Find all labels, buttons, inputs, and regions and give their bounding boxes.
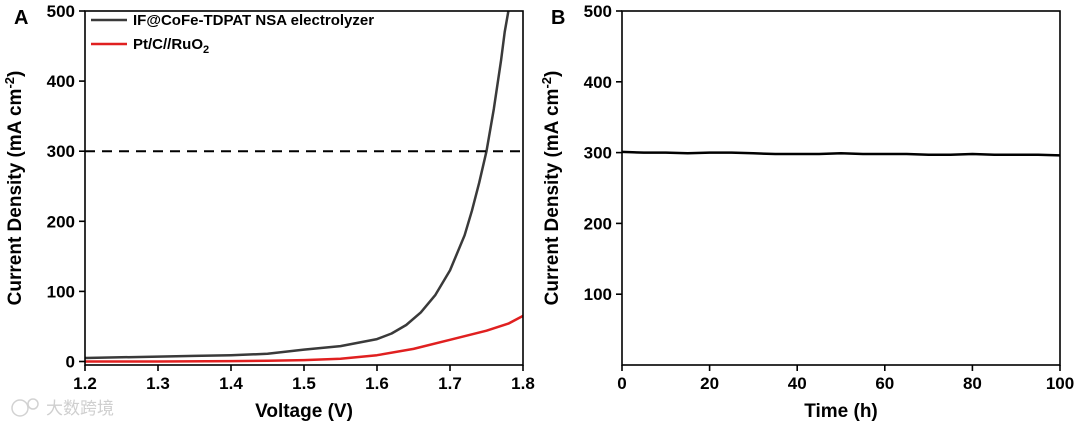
x-tick-label: 1.4 (219, 374, 243, 393)
x-tick-label: 0 (617, 374, 626, 393)
x-tick-label: 1.5 (292, 374, 316, 393)
x-tick-label: 1.2 (73, 374, 97, 393)
plot-frame (621, 10, 1061, 366)
legend-label-2: Pt/C//RuO2 (133, 36, 209, 56)
x-tick-label: 1.6 (365, 374, 389, 393)
y-tick-label: 0 (66, 352, 75, 371)
y-tick-label: 300 (584, 144, 612, 163)
y-tick-label: 100 (47, 282, 75, 301)
x-tick-label: 1.7 (438, 374, 462, 393)
y-axis-title-main: Current Density (mA cm (542, 89, 563, 306)
y-tick-label: 200 (584, 214, 612, 233)
y-axis-title-end: ) (5, 71, 26, 77)
y-axis-title-sup: -2 (2, 77, 17, 89)
x-axis-title: Voltage (V) (255, 401, 353, 422)
legend-label-2-sub: 2 (203, 44, 209, 56)
x-axis-title: Time (h) (804, 401, 878, 422)
panel-letter: B (551, 7, 565, 29)
y-tick-label: 300 (47, 142, 75, 161)
series-line-2 (85, 314, 524, 363)
series-line-1 (621, 150, 1061, 157)
legend-label-2-main: Pt/C//RuO (133, 36, 203, 53)
legend-label-1: IF@CoFe-TDPAT NSA electrolyzer (133, 12, 374, 29)
y-tick-label: 100 (584, 285, 612, 304)
legend: IF@CoFe-TDPAT NSA electrolyzer Pt/C//RuO2 (91, 12, 374, 56)
series-line-1 (84, 10, 510, 360)
panel-letter: A (14, 7, 28, 29)
x-tick-label: 100 (1046, 374, 1074, 393)
watermark-logo-icon-small (27, 398, 39, 410)
x-tick-label: 20 (700, 374, 719, 393)
x-tick-label: 60 (875, 374, 894, 393)
y-tick-label: 500 (584, 2, 612, 21)
watermark: 大数跨境 (11, 398, 114, 418)
y-axis-title: Current Density (mA cm-2) (2, 71, 26, 306)
y-axis-title-main: Current Density (mA cm (5, 89, 26, 306)
x-tick-label: 1.3 (146, 374, 170, 393)
y-tick-label: 500 (47, 2, 75, 21)
x-tick-label: 1.8 (511, 374, 535, 393)
panel-a: 1.2 1.3 1.4 1.5 1.6 1.7 1.8 0 100 200 300 400 500 Vol… (2, 2, 535, 422)
y-axis-title-end: ) (542, 71, 563, 77)
x-tick-label: 80 (963, 374, 982, 393)
x-tick-label: 40 (788, 374, 807, 393)
y-axis-title-sup: -2 (539, 77, 554, 89)
watermark-text: 大数跨境 (46, 399, 114, 418)
y-axis-title: Current Density (mA cm-2) (539, 71, 563, 306)
y-tick-label: 200 (47, 212, 75, 231)
panel-b: 0 20 40 60 80 100 100 200 300 400 500 Time (h) Curre… (539, 2, 1074, 422)
y-tick-label: 400 (584, 73, 612, 92)
plot-frame (84, 10, 524, 366)
y-tick-label: 400 (47, 72, 75, 91)
watermark-logo-icon (11, 399, 29, 417)
